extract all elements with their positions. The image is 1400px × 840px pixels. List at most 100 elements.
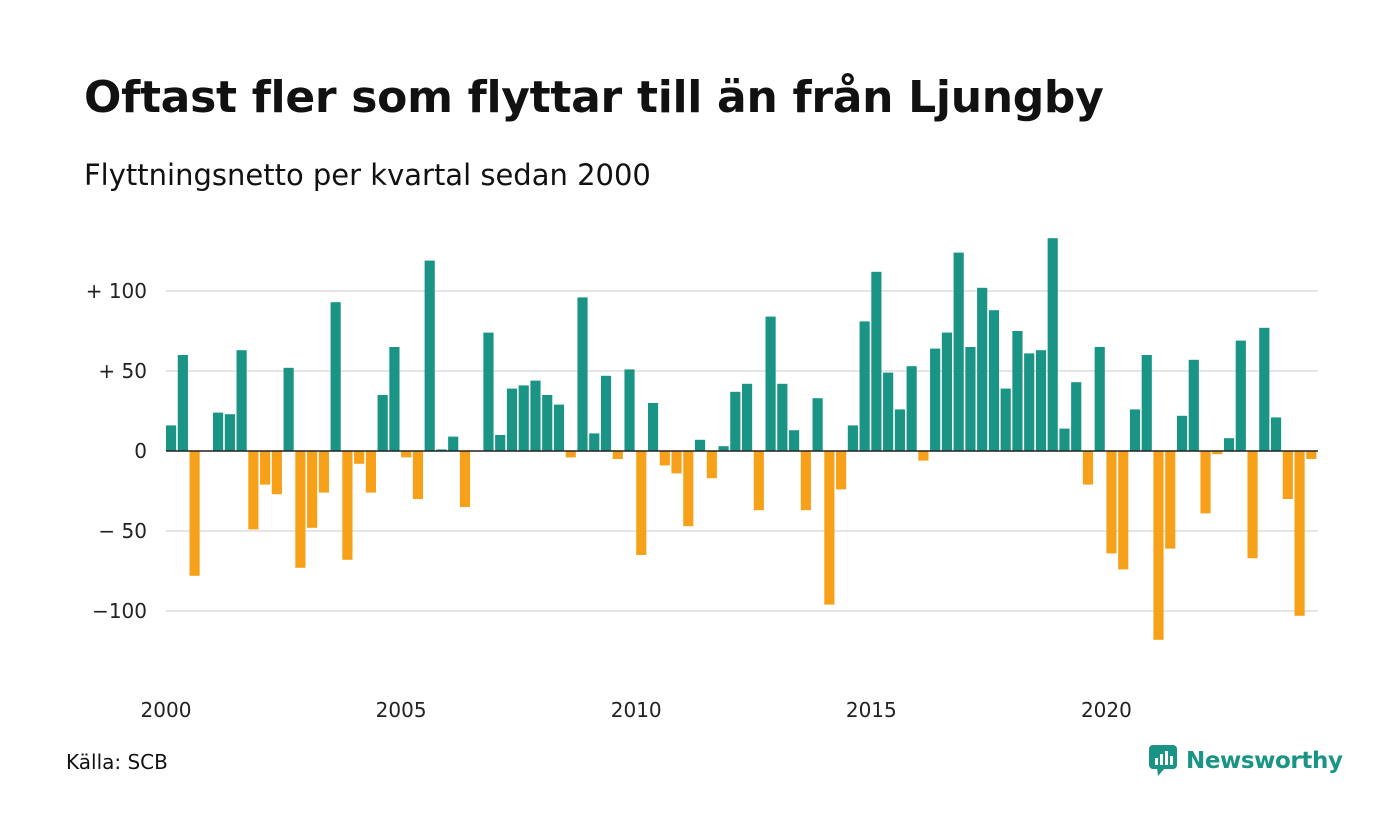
bar xyxy=(530,380,541,451)
bar xyxy=(624,369,635,451)
chart-title: Oftast fler som flyttar till än från Lju… xyxy=(84,72,1104,123)
bar xyxy=(177,355,188,451)
bar xyxy=(1059,428,1070,451)
bar xyxy=(1129,409,1141,451)
bar xyxy=(389,347,400,451)
bar xyxy=(1200,451,1211,514)
bar xyxy=(777,383,788,451)
bar xyxy=(1024,353,1035,451)
bar xyxy=(1118,451,1129,570)
bar xyxy=(448,436,459,451)
bar xyxy=(1141,355,1152,451)
chart-subtitle: Flyttningsnetto per kvartal sedan 2000 xyxy=(84,158,651,192)
bar xyxy=(836,451,847,490)
bar xyxy=(1176,415,1188,451)
bar xyxy=(577,297,588,451)
bar xyxy=(1188,359,1199,451)
bar xyxy=(1071,382,1082,451)
bar xyxy=(824,451,835,605)
bar xyxy=(553,404,565,451)
bar xyxy=(789,430,800,451)
bar xyxy=(1106,451,1117,554)
brand-logo: Newsworthy xyxy=(1148,744,1343,778)
bar xyxy=(260,451,271,485)
bar xyxy=(953,252,964,451)
bar xyxy=(965,347,976,451)
newsworthy-logo-icon xyxy=(1149,745,1177,776)
source-note: Källa: SCB xyxy=(66,750,168,774)
bar xyxy=(401,451,412,458)
bar xyxy=(271,451,282,495)
bar xyxy=(659,451,670,466)
bar xyxy=(365,451,376,493)
bar xyxy=(1235,340,1246,451)
bar xyxy=(330,302,341,451)
bar xyxy=(1035,350,1047,451)
y-tick-label: + 50 xyxy=(98,359,147,383)
bar xyxy=(812,398,823,451)
bar xyxy=(800,451,811,511)
bar xyxy=(694,439,706,451)
bar xyxy=(671,451,682,474)
bar xyxy=(1012,331,1023,451)
bar xyxy=(506,388,518,451)
bar xyxy=(706,451,717,479)
bar xyxy=(1270,417,1282,451)
bar xyxy=(424,260,435,451)
bar xyxy=(1247,451,1258,559)
bar xyxy=(542,395,553,451)
bar xyxy=(589,433,600,451)
y-axis-labels: + 100 + 50 0 − 50 −100 xyxy=(86,279,147,623)
bar xyxy=(318,451,329,493)
bar xyxy=(918,451,929,461)
brand-name: Newsworthy xyxy=(1186,748,1343,774)
bar xyxy=(518,385,529,451)
x-tick-label: 2005 xyxy=(376,698,427,722)
bar xyxy=(1212,451,1223,455)
bar xyxy=(483,332,494,451)
x-tick-label: 2010 xyxy=(611,698,662,722)
x-tick-label: 2015 xyxy=(846,698,897,722)
bar xyxy=(1082,451,1094,485)
bar xyxy=(612,451,623,459)
bar xyxy=(213,412,224,451)
bar xyxy=(600,375,612,451)
bar xyxy=(166,425,177,451)
y-tick-label: −100 xyxy=(92,599,147,623)
bar xyxy=(883,372,894,451)
bar xyxy=(742,383,753,451)
bar xyxy=(436,449,447,451)
bar xyxy=(1306,451,1317,459)
bar xyxy=(1000,388,1011,451)
bar xyxy=(765,316,776,451)
bar xyxy=(342,451,353,560)
bar xyxy=(906,366,917,451)
bar xyxy=(459,451,471,507)
bar xyxy=(859,321,870,451)
bar xyxy=(1259,327,1270,451)
bar xyxy=(988,310,1000,451)
bar xyxy=(1153,451,1164,640)
bar xyxy=(730,391,741,451)
bar xyxy=(1223,438,1235,451)
bar xyxy=(295,451,306,568)
bar xyxy=(377,395,388,451)
bar xyxy=(636,451,647,555)
bar xyxy=(894,409,905,451)
bar xyxy=(248,451,259,530)
bar xyxy=(1047,238,1058,451)
x-tick-label: 2000 xyxy=(141,698,192,722)
bar xyxy=(1294,451,1305,616)
bar xyxy=(307,451,318,528)
bar xyxy=(565,451,576,458)
bar xyxy=(354,451,365,464)
bar xyxy=(718,446,729,451)
bar xyxy=(753,451,764,511)
bar xyxy=(871,271,882,451)
bar xyxy=(1094,347,1105,451)
bar xyxy=(236,350,247,451)
bar xyxy=(224,414,235,451)
x-tick-label: 2020 xyxy=(1081,698,1132,722)
bar xyxy=(1165,451,1176,549)
